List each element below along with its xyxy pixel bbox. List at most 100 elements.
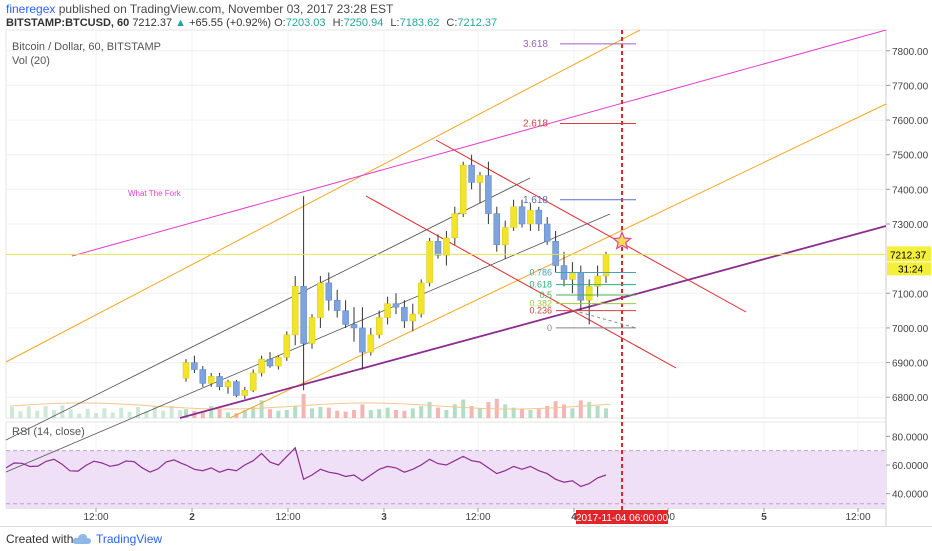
candle-body [485, 175, 492, 214]
volume-bar [234, 413, 239, 418]
candle-body [535, 209, 543, 225]
candle-body [543, 223, 551, 242]
countdown-text: 31:24 [898, 264, 923, 275]
volume-bar [144, 411, 149, 418]
volume-bar [461, 399, 466, 418]
candle-body [501, 227, 509, 246]
footer: Created with TradingView [0, 526, 932, 551]
high-label: H: [332, 17, 344, 29]
symbol-line: BITSTAMP:BTCUSD, 60 7212.37 ▲ +65.55 (+0… [6, 17, 501, 29]
volume-bar [310, 408, 314, 418]
candle-body [375, 317, 383, 336]
close-value: 7212.37 [457, 17, 498, 29]
candle-body [300, 286, 307, 344]
candle-body [367, 334, 375, 353]
candle-body [283, 334, 291, 358]
last-price: 7212.37 [132, 17, 173, 29]
current-price-text: 7212.37 [890, 250, 927, 261]
fib-trend-dashed [573, 310, 637, 329]
candle-body [241, 390, 249, 396]
candle-body [459, 164, 467, 214]
chart-title: Bitcoin / Dollar, 60, BITSTAMP [12, 41, 161, 53]
candle-body [569, 272, 576, 280]
volume-bar [326, 407, 331, 418]
candle-body [577, 272, 585, 301]
time-tick-label: 12:00 [465, 512, 490, 523]
fib-upper-label: 3.618 [523, 39, 548, 50]
candle-body [468, 164, 475, 183]
candle-body [207, 376, 215, 384]
volume-ma-line [9, 402, 611, 410]
tradingview-link[interactable]: TradingView [96, 532, 163, 546]
candle-body [191, 362, 198, 370]
orange-channel-upper [5, 29, 641, 363]
candle-body [342, 310, 349, 325]
volume-bar [284, 410, 289, 418]
fib-lower-label: 0.236 [529, 306, 552, 316]
price-tick-label: 7500.00 [892, 151, 929, 162]
cursor-date-text: 2017-11-04 06:00:00 [576, 513, 669, 524]
volume-bar [136, 407, 140, 418]
volume-bar [478, 408, 482, 418]
candle-body [476, 175, 484, 183]
candle-body [350, 324, 358, 329]
candle-body [384, 303, 391, 318]
candle-body [451, 213, 459, 239]
volume-bar [402, 410, 407, 418]
rsi-tick-label: 80.0000 [892, 432, 929, 443]
volume-bar [436, 407, 440, 418]
volume-bar [169, 405, 174, 418]
volume-bar [226, 412, 230, 418]
volume-bar [77, 413, 82, 418]
close-label: C: [446, 17, 458, 29]
volume-bar [110, 412, 115, 418]
open-value: 7203.03 [285, 17, 326, 29]
volume-bar [119, 407, 124, 418]
volume-bar [242, 410, 247, 418]
volume-bar [276, 410, 281, 418]
candle-body [594, 275, 601, 287]
candle-body [409, 313, 417, 322]
time-tick-label: 5 [761, 512, 767, 523]
volume-bar [570, 408, 575, 418]
volume-bar [318, 406, 323, 418]
volume-bar [452, 404, 457, 418]
volume-bar [184, 409, 188, 418]
candle-body [224, 381, 232, 388]
candle-body [325, 282, 333, 301]
volume-bar [511, 407, 516, 418]
volume-bar [335, 410, 340, 418]
volume-bar [352, 410, 356, 418]
purple-support-line [179, 225, 887, 419]
candle-body [291, 286, 299, 336]
price-change: +65.55 (+0.92%) [189, 17, 272, 29]
volume-bar [360, 404, 365, 418]
time-tick-label: 12:00 [275, 512, 300, 523]
fib-lower-label: 0 [547, 323, 552, 333]
volume-bar [595, 406, 600, 418]
volume-bar [293, 406, 298, 418]
price-chart[interactable]: 3.6182.6181.6180.7860.6180.50.3820.2360 … [0, 0, 932, 526]
author-link[interactable]: fineregex [6, 2, 56, 16]
fib-lower-label: 0.786 [529, 268, 552, 278]
time-tick-label: 4 [571, 512, 577, 523]
volume-bar [444, 410, 449, 418]
candle-body [527, 209, 534, 225]
volume-bar [394, 410, 398, 418]
fib-lower-label: 0.618 [529, 280, 552, 290]
volume-bar [26, 406, 31, 418]
candle-body [359, 327, 366, 353]
candle-body [443, 237, 450, 256]
volume-bar [178, 410, 182, 418]
volume-bar [68, 409, 73, 418]
price-tick-label: 7400.00 [892, 185, 929, 196]
countdown-tag [887, 262, 931, 276]
volume-bar [43, 405, 48, 418]
volume-bar [217, 409, 222, 418]
volume-bar [343, 411, 348, 418]
volume-bar [161, 410, 166, 418]
price-tick-label: 7600.00 [892, 116, 929, 127]
rsi-tick-label: 40.0000 [892, 490, 929, 501]
volume-bar [200, 411, 205, 418]
price-tick-label: 7800.00 [892, 47, 929, 58]
